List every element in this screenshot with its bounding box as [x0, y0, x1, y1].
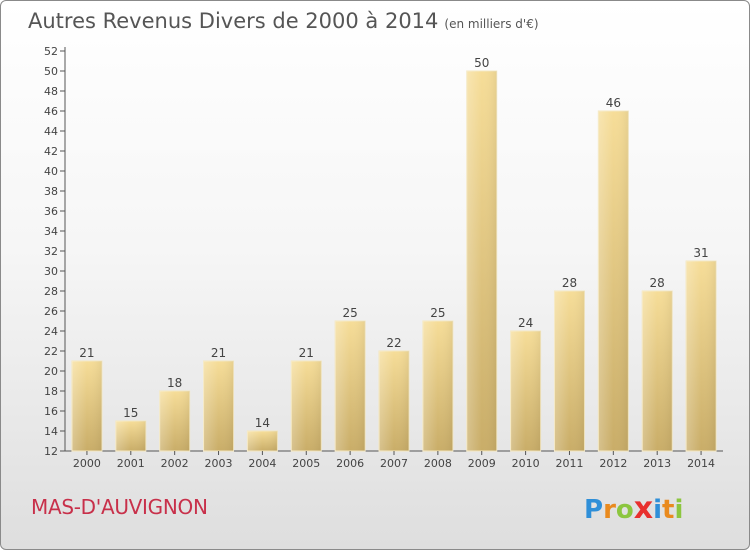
x-tick-label: 2007: [380, 457, 408, 470]
y-tick-label: 36: [44, 205, 58, 218]
x-tick-label: 2013: [643, 457, 671, 470]
logo-letter: i: [653, 495, 663, 525]
bar-shade: [379, 351, 409, 451]
bar-value-label: 21: [299, 346, 314, 360]
y-tick-label: 30: [44, 265, 58, 278]
x-tick-label: 2011: [555, 457, 583, 470]
bar-value-label: 14: [255, 416, 270, 430]
bar-value-label: 25: [430, 306, 445, 320]
y-tick-label: 48: [44, 85, 58, 98]
y-tick-label: 14: [44, 425, 58, 438]
bar-value-label: 21: [79, 346, 94, 360]
bar-shade: [642, 291, 673, 451]
chart-title: Autres Revenus Divers de 2000 à 2014 (en …: [28, 9, 539, 33]
bar-value-label: 24: [518, 316, 533, 330]
y-tick-label: 38: [44, 185, 58, 198]
bar-shade: [247, 431, 278, 451]
bar-shade: [510, 331, 541, 451]
chart-title-text: Autres Revenus Divers de 2000 à 2014: [28, 9, 439, 33]
y-tick-label: 32: [44, 245, 58, 258]
y-tick-label: 24: [44, 325, 58, 338]
bar-value-label: 21: [211, 346, 226, 360]
x-tick-label: 2012: [599, 457, 627, 470]
logo-letter: i: [674, 495, 684, 525]
bar-value-label: 22: [386, 336, 401, 350]
logo-letter: t: [662, 495, 675, 525]
x-tick-label: 2002: [161, 457, 189, 470]
proxiti-logo: Proxiti: [584, 491, 683, 526]
y-tick-label: 26: [44, 305, 58, 318]
x-tick-label: 2010: [512, 457, 540, 470]
x-tick-label: 2009: [468, 457, 496, 470]
bar-value-label: 31: [693, 246, 708, 260]
y-tick-label: 18: [44, 385, 58, 398]
x-tick-label: 2008: [424, 457, 452, 470]
x-tick-label: 2005: [292, 457, 320, 470]
bar-shade: [554, 291, 585, 451]
x-tick-label: 2014: [687, 457, 715, 470]
x-tick-label: 2004: [248, 457, 276, 470]
y-tick-label: 12: [44, 445, 58, 458]
bar-value-label: 15: [123, 406, 138, 420]
bar-shade: [686, 261, 717, 451]
y-tick-label: 22: [44, 345, 58, 358]
logo-letter: x: [633, 491, 654, 526]
y-tick-label: 50: [44, 65, 58, 78]
x-tick-label: 2000: [73, 457, 101, 470]
x-tick-label: 2001: [117, 457, 145, 470]
bar-shade: [203, 361, 234, 451]
bar-shade: [466, 71, 497, 451]
bar-value-label: 46: [606, 96, 621, 110]
y-tick-label: 42: [44, 145, 58, 158]
chart-title-unit: (en milliers d'€): [444, 17, 539, 31]
logo-letter: P: [584, 495, 604, 525]
y-tick-label: 20: [44, 365, 58, 378]
bar-shade: [71, 361, 102, 451]
bar-shade: [335, 321, 366, 451]
y-tick-label: 46: [44, 105, 58, 118]
bar-shade: [291, 361, 322, 451]
y-tick-label: 52: [44, 45, 58, 58]
bar-value-label: 28: [650, 276, 665, 290]
y-tick-label: 40: [44, 165, 58, 178]
y-tick-label: 44: [44, 125, 58, 138]
bar-value-label: 28: [562, 276, 577, 290]
logo-letter: o: [615, 495, 634, 525]
bar-value-label: 50: [474, 56, 489, 70]
bar-shade: [115, 421, 146, 451]
logo-letter: r: [603, 495, 616, 525]
bar-shade: [159, 391, 190, 451]
y-tick-label: 28: [44, 285, 58, 298]
bar-value-label: 25: [342, 306, 357, 320]
bar-shade: [422, 321, 453, 451]
x-tick-label: 2003: [205, 457, 233, 470]
bar-value-label: 18: [167, 376, 182, 390]
y-tick-label: 16: [44, 405, 58, 418]
y-tick-label: 34: [44, 225, 58, 238]
bar-shade: [598, 111, 629, 451]
commune-name: MAS-D'AUVIGNON: [31, 495, 208, 519]
x-tick-label: 2006: [336, 457, 364, 470]
